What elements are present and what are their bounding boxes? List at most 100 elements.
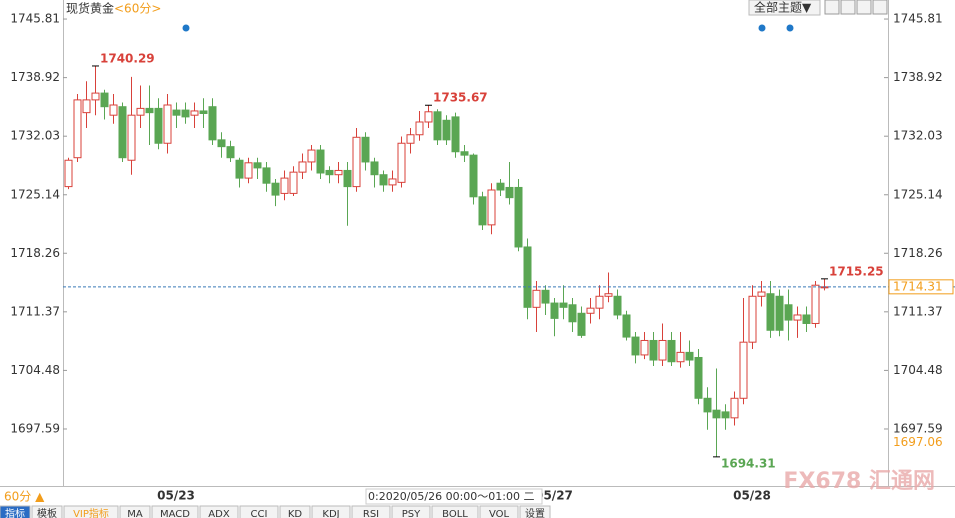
candle-body [451,116,460,153]
theme-label[interactable]: 全部主题▼ [754,0,812,15]
event-dot[interactable] [786,24,794,32]
tab-label[interactable]: ADX [208,509,230,518]
candle-body [667,339,676,363]
last-price-label: 1714.31 [893,279,943,293]
theme-button[interactable] [748,0,821,16]
icon[interactable] [856,0,872,15]
candle-body [136,107,145,116]
tab-label[interactable]: VIP指标 [73,507,109,518]
candle-body [208,106,217,141]
y-tick-label: 1732.03 [10,129,60,143]
x-tick-label: 05/28 [733,489,771,503]
tab-label[interactable]: RSI [363,509,379,518]
tab[interactable] [31,505,63,518]
tab-label[interactable]: CCI [251,509,268,518]
candle-body [802,314,811,324]
candle-body [676,351,685,363]
candle-body [721,411,730,419]
candle-body [199,110,208,114]
event-dot[interactable] [182,24,190,32]
last-price-box [888,279,954,295]
y-tick-label-right: 1732.03 [893,129,943,143]
candle-body [559,302,568,308]
y-tick-label-right: 1738.92 [893,70,943,84]
tab[interactable] [63,505,119,518]
candle-body [793,314,802,321]
candle-body [406,134,415,144]
tab-label[interactable]: MA [127,509,143,518]
candle-body [334,169,343,176]
icon[interactable] [840,0,856,15]
candle-body [523,246,532,308]
candle-body [613,295,622,316]
tab[interactable] [279,505,311,518]
candle-body [91,92,100,101]
candle-body [415,121,424,136]
candle-body [343,169,352,188]
candle-body [226,146,235,159]
y-tick-label-right: 1711.37 [893,304,943,318]
candle-body [568,304,577,323]
candle-body [622,314,631,338]
tab[interactable] [431,505,479,518]
y-tick-label-right: 1704.48 [893,363,943,377]
tab-label[interactable]: KDJ [322,509,339,518]
event-dot[interactable] [758,24,766,32]
candle-body [100,92,109,108]
high-label: 1735.67 [433,91,488,105]
candle-body [730,397,739,419]
tab[interactable] [151,505,199,518]
candle-body [460,151,469,156]
chart-title: 现货黄金 [66,1,114,16]
tab[interactable] [351,505,391,518]
candle-body [550,302,559,319]
tab[interactable] [119,505,151,518]
period-switch[interactable]: 60分 ▲ [4,490,45,504]
candle-body [379,174,388,186]
candle-body [424,111,433,123]
candle-body [397,142,406,183]
y-tick-label-right: 1697.59 [893,421,943,435]
tab[interactable] [479,505,519,518]
candle-body [307,149,316,163]
candle-body [478,196,487,226]
tab-label[interactable]: 模板 [37,507,57,518]
y-tick-label: 1711.37 [10,304,60,318]
candle-body [658,339,667,361]
candle-body [253,162,262,169]
candle-body [694,356,703,399]
tab[interactable] [519,505,551,518]
period: <60分> [114,2,161,16]
tab[interactable] [311,505,351,518]
tab[interactable] [391,505,431,518]
candle-body [784,304,793,321]
x-tick-label: 05/23 [157,489,195,503]
candle-body [703,397,712,413]
low-label: 1694.31 [721,456,776,470]
tab[interactable] [239,505,279,518]
tab-label[interactable]: KD [288,509,303,518]
candle-body [352,136,361,188]
ref-price-label: 1697.06 [893,435,943,449]
candle-body [154,107,163,144]
tab-label[interactable]: 设置 [525,508,545,518]
tab-label[interactable]: 指标 [5,507,25,518]
tab-label[interactable]: MACD [160,509,190,518]
candle-body [532,289,541,308]
tab[interactable] [0,505,31,518]
candle-body [649,339,658,361]
candle-body [118,106,127,159]
tab-label[interactable]: BOLL [442,509,468,518]
icon[interactable] [872,0,888,15]
candle-body [289,171,298,194]
candle-body [271,182,280,196]
tab[interactable] [199,505,239,518]
candle-body [262,167,271,184]
tab-label[interactable]: PSY [402,509,421,518]
icon[interactable] [824,0,840,15]
candle-body [469,154,478,198]
tab-label[interactable]: VOL [489,509,510,518]
candle-body [442,119,451,141]
candle-body [82,99,91,114]
candle-body [685,351,694,361]
